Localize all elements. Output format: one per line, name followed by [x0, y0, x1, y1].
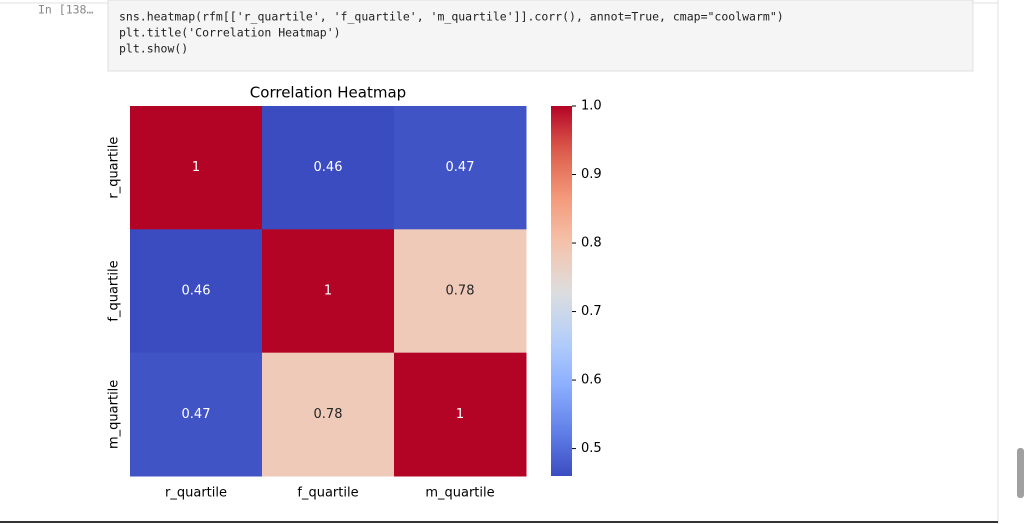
- heatmap-cell: [262, 106, 395, 230]
- x-tick-label: r_quartile: [165, 486, 227, 501]
- cell-prompt: In [138…: [38, 3, 93, 17]
- heatmap-cell: [262, 229, 395, 354]
- x-tick-label: f_quartile: [297, 486, 358, 501]
- y-tick-label: f_quartile: [107, 260, 122, 321]
- colorbar: [551, 106, 572, 476]
- cell-annotation: 0.47: [446, 160, 475, 175]
- cell-annotation: 1: [456, 407, 464, 422]
- cell-annotation: 1: [324, 284, 332, 299]
- heatmap-cell: [130, 106, 263, 230]
- colorbar-tick-label: 0.6: [581, 373, 602, 388]
- cell-annotation: 1: [192, 160, 200, 175]
- cell-annotation: 0.78: [446, 284, 475, 299]
- cell-annotation: 0.47: [182, 407, 211, 422]
- scrollbar[interactable]: [1017, 448, 1024, 498]
- x-tick-label: m_quartile: [425, 486, 494, 501]
- y-tick-label: m_quartile: [107, 380, 122, 449]
- cell-annotation: 0.46: [314, 160, 343, 175]
- heatmap-cell: [130, 229, 263, 354]
- heatmap-cell: [394, 229, 527, 354]
- heatmap-cell: [130, 352, 263, 477]
- chart-title: Correlation Heatmap: [250, 84, 406, 102]
- colorbar-tick-label: 0.5: [581, 441, 602, 456]
- code-line: plt.title('Correlation Heatmap'): [119, 26, 341, 40]
- cell-annotation: 0.78: [314, 407, 343, 422]
- heatmap-cell: [394, 352, 527, 477]
- colorbar-tick-label: 0.8: [581, 236, 602, 251]
- code-line: plt.show(): [119, 42, 188, 56]
- heatmap-cell: [394, 106, 527, 230]
- colorbar-tick-label: 1.0: [581, 99, 602, 114]
- y-tick-label: r_quartile: [107, 137, 122, 199]
- colorbar-tick-label: 0.7: [581, 304, 602, 319]
- code-line: sns.heatmap(rfm[['r_quartile', 'f_quarti…: [119, 10, 784, 24]
- heatmap-cell: [262, 352, 395, 477]
- code-cell[interactable]: [107, 0, 974, 72]
- cell-annotation: 0.46: [182, 284, 211, 299]
- colorbar-tick-label: 0.9: [581, 167, 602, 182]
